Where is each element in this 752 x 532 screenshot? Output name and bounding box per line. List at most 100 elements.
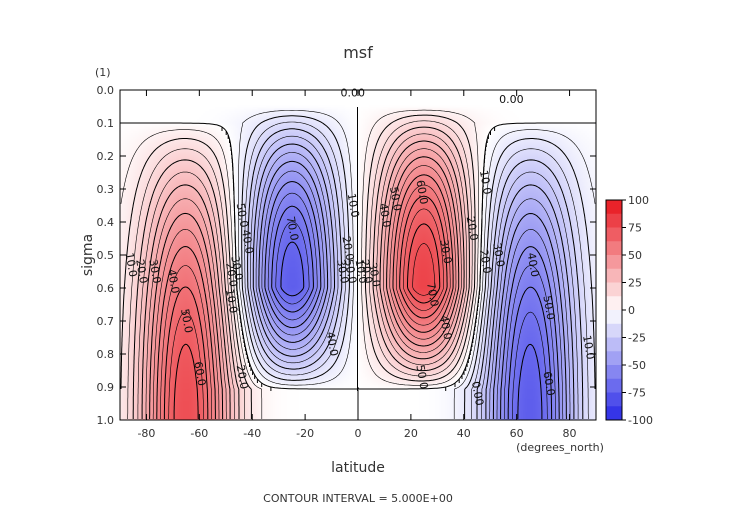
contour-label: 10.0 — [223, 288, 240, 314]
contour-label: 50.0 — [234, 202, 251, 228]
colorbar-swatch — [606, 365, 622, 380]
y-tick-label: 0.4 — [97, 216, 115, 229]
contour-line — [163, 195, 448, 419]
contour-label: 30.0 — [437, 238, 454, 264]
contour-label: 50.0 — [342, 258, 359, 284]
contour-label: 0.00 — [340, 86, 365, 99]
contour-line — [141, 140, 465, 419]
contour-label: 20.0 — [358, 258, 375, 284]
colorbar-swatch — [606, 268, 622, 283]
colorbar-swatch — [606, 337, 622, 352]
contour-label: 40.0 — [524, 252, 541, 278]
y-tick-label: 0.1 — [97, 117, 115, 130]
colorbar-swatch — [606, 227, 622, 242]
contour-label: 40.0 — [239, 229, 256, 255]
y-tick-label: 0.8 — [97, 348, 115, 361]
contour-label: 20.0 — [477, 248, 494, 274]
x-tick-label: 80 — [563, 427, 577, 440]
contour-line — [258, 160, 567, 419]
contour-label: 40.0 — [437, 314, 454, 340]
contour-line — [244, 121, 589, 419]
y-tick-label: 1.0 — [97, 414, 115, 427]
colorbar-swatch — [606, 351, 622, 366]
contour-line — [132, 126, 470, 419]
x-tick-label: 20 — [404, 427, 418, 440]
colorbar-swatch — [606, 200, 622, 215]
contour-line — [267, 192, 556, 419]
colorbar-swatch — [606, 323, 622, 338]
contour-line — [152, 165, 457, 419]
contour-label: 0.00 — [469, 380, 486, 406]
y-axis-label: sigma — [80, 234, 96, 276]
colorbar-swatch — [606, 378, 622, 393]
contour-line — [120, 109, 479, 419]
contour-line — [252, 143, 575, 419]
x-tick-label: -60 — [190, 427, 208, 440]
contour-line — [168, 208, 444, 419]
colorbar-tick-label: -75 — [628, 387, 646, 400]
contour-line — [261, 170, 564, 419]
contour-label: 70.0 — [424, 281, 441, 307]
contour-line — [250, 135, 579, 419]
colorbar-tick-label: -25 — [628, 332, 646, 345]
chart-title: msf — [343, 43, 373, 62]
contour-label: 70.0 — [284, 215, 301, 241]
y-tick-label: 0.7 — [97, 315, 115, 328]
colorbar-tick-label: 100 — [628, 194, 649, 207]
contour-label: 50.0 — [387, 186, 404, 212]
contour-label: 60.0 — [191, 361, 208, 387]
colorbar-swatch — [606, 241, 622, 256]
contour-label: 50.0 — [178, 308, 195, 334]
contour-line — [149, 156, 460, 419]
colorbar-tick-label: 50 — [628, 249, 642, 262]
zero-contour-line — [221, 107, 496, 419]
contour-label: 20.0 — [133, 258, 150, 284]
contour-line — [275, 221, 548, 419]
contour-label: 0.00 — [499, 93, 524, 106]
contour-label: 50.0 — [413, 364, 430, 390]
contour-label: 60.0 — [540, 370, 557, 396]
plot-area — [120, 90, 596, 420]
contour-line — [241, 115, 596, 419]
colorbar-tick-label: 25 — [628, 277, 642, 290]
contour-label: 30.0 — [366, 262, 383, 288]
contour-label: 10.0 — [477, 169, 494, 195]
colorbar-swatch — [606, 282, 622, 297]
units-label: (1) — [95, 66, 111, 79]
x-axis-label: latitude — [331, 460, 385, 476]
colorbar-swatch — [606, 310, 622, 325]
contour-line — [238, 110, 596, 419]
contour-label: 20.0 — [339, 235, 356, 261]
contour-label: 10.0 — [345, 192, 362, 218]
contour-line — [247, 128, 584, 419]
x-tick-label: 40 — [457, 427, 471, 440]
contour-line — [255, 152, 571, 419]
contour-label: 20.0 — [223, 262, 240, 288]
y-axis-ticks: 0.0 0.1 0.2 0.3 0.4 0.5 0.6 0.7 0.8 0.9 1.0 — [97, 84, 596, 427]
x-tick-label: 0 — [355, 427, 362, 440]
contour-line — [120, 114, 476, 419]
y-tick-label: 0.3 — [97, 183, 115, 196]
contour-line — [127, 120, 473, 419]
contour-label: 20.0 — [234, 364, 251, 390]
colorbar-swatch — [606, 213, 622, 228]
x-axis-units: (degrees_north) — [516, 441, 604, 454]
y-tick-label: 0.0 — [97, 84, 115, 97]
contour-line — [264, 181, 560, 419]
colorbar-swatch — [606, 392, 622, 407]
contour-interval-footer: CONTOUR INTERVAL = 5.000E+00 — [263, 492, 453, 505]
contour-label: 30.0 — [228, 255, 245, 281]
contour-line — [145, 148, 462, 419]
contour-label: 40.0 — [376, 202, 393, 228]
contour-label: 60.0 — [413, 179, 430, 205]
x-axis-ticks: -80 -60 -40 -20 0 20 40 60 80 — [137, 90, 577, 440]
y-tick-label: 0.6 — [97, 282, 115, 295]
x-tick-label: -80 — [137, 427, 155, 440]
colorbar-swatch — [606, 296, 622, 311]
contour-line — [412, 243, 435, 296]
contour-label: 40.0 — [165, 268, 182, 294]
contour-lines — [120, 107, 596, 420]
contour-label: 50.0 — [540, 295, 557, 321]
